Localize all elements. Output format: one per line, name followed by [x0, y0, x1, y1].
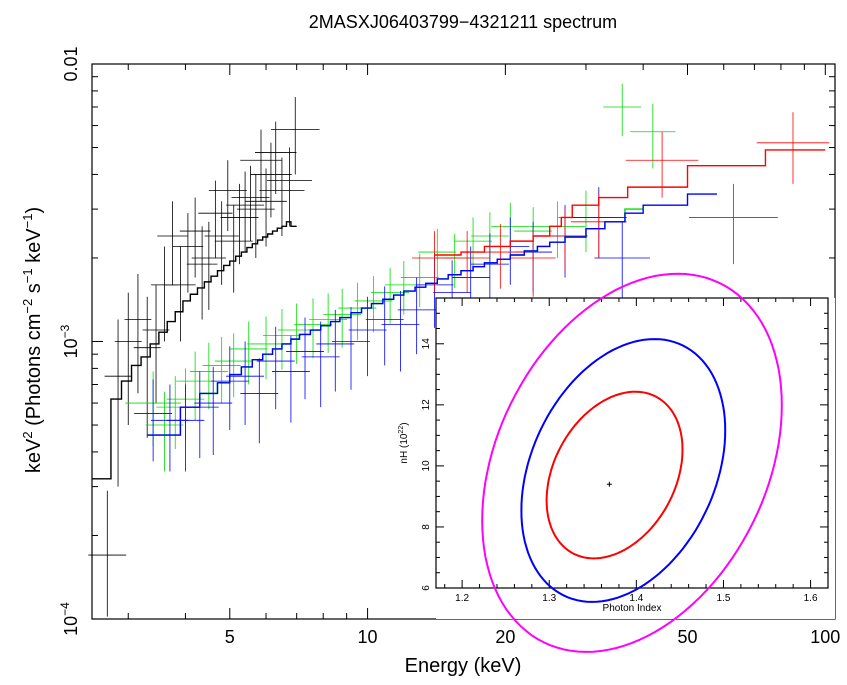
x-tick-label: 20 [495, 627, 515, 647]
inset-y-label-part: nH (10 [399, 433, 410, 463]
chart-title: 2MASXJ06403799−4321211 spectrum [309, 12, 617, 32]
inset-y-tick-label: 10 [421, 460, 432, 472]
series-black-data [88, 97, 320, 617]
x-tick-label: 100 [810, 627, 840, 647]
inset-background [436, 298, 835, 619]
inset-axis-ticks: 1.2 1.3 1.4 1.5 1.6 6 8 10 12 14 [421, 297, 828, 604]
inset-x-tick-label: 1.2 [455, 593, 469, 604]
contour-2-sigma [520, 338, 727, 603]
y-axis-label-part: s [23, 283, 45, 299]
inset-y-label-sup: 22 [398, 426, 405, 434]
x-axis-label: Energy (keV) [405, 655, 522, 677]
y-axis-label-sup: −1 [20, 268, 35, 283]
y-axis-label-part: keV [23, 228, 45, 269]
inset-y-tick-label: 6 [421, 585, 432, 591]
y-axis-label-sup: −1 [20, 214, 35, 229]
inset-x-axis-label: Photon Index [603, 603, 662, 614]
inset-x-tick-label: 1.5 [717, 593, 731, 604]
y-axis-label-part: ) [23, 207, 45, 214]
model-red-model [434, 149, 826, 256]
y-tick-label: 0.01 [61, 46, 81, 81]
y-axis-label-sup: 2 [20, 431, 35, 438]
y-axis-label: keV2 (Photons cm−2 s−1 keV−1) [20, 207, 45, 473]
inset-x-tick-label: 1.3 [542, 593, 556, 604]
y-axis-label-sup: −2 [20, 299, 35, 314]
y-axis-label-part: (Photons cm [23, 314, 45, 432]
y-tick-label: 10−4 [58, 602, 81, 636]
model-black-model [92, 221, 297, 480]
inset-plot-frame [435, 297, 829, 589]
y-tick-label-exponent: −3 [58, 324, 72, 338]
inset-y-tick-label: 8 [421, 524, 432, 530]
y-tick-label-mantissa: 0.01 [61, 46, 81, 81]
y-tick-label-exponent: −4 [58, 602, 72, 616]
series-red-data [411, 112, 830, 297]
x-tick-label: 5 [225, 627, 235, 647]
x-tick-label: 10 [358, 627, 378, 647]
x-tick-label: 50 [677, 627, 697, 647]
inset-x-tick-label: 1.6 [804, 593, 818, 604]
y-axis-label-part: keV [23, 438, 45, 473]
inset-y-label-part: ) [399, 422, 410, 425]
contour-1-sigma [545, 390, 684, 560]
y-tick-label-mantissa: 10 [61, 616, 81, 636]
contour-3-sigma [481, 272, 783, 653]
main-data-layer [88, 83, 830, 617]
y-tick-label-mantissa: 10 [61, 338, 81, 358]
inset-y-tick-label: 14 [421, 338, 432, 350]
model-blue-model [147, 193, 718, 436]
inset-x-tick-label: 1.4 [629, 593, 643, 604]
inset-y-tick-label: 12 [421, 399, 432, 411]
inset-contour-layer [481, 272, 783, 653]
y-tick-label: 10−3 [58, 324, 81, 358]
inset-y-axis-label: nH (1022) [398, 422, 410, 463]
